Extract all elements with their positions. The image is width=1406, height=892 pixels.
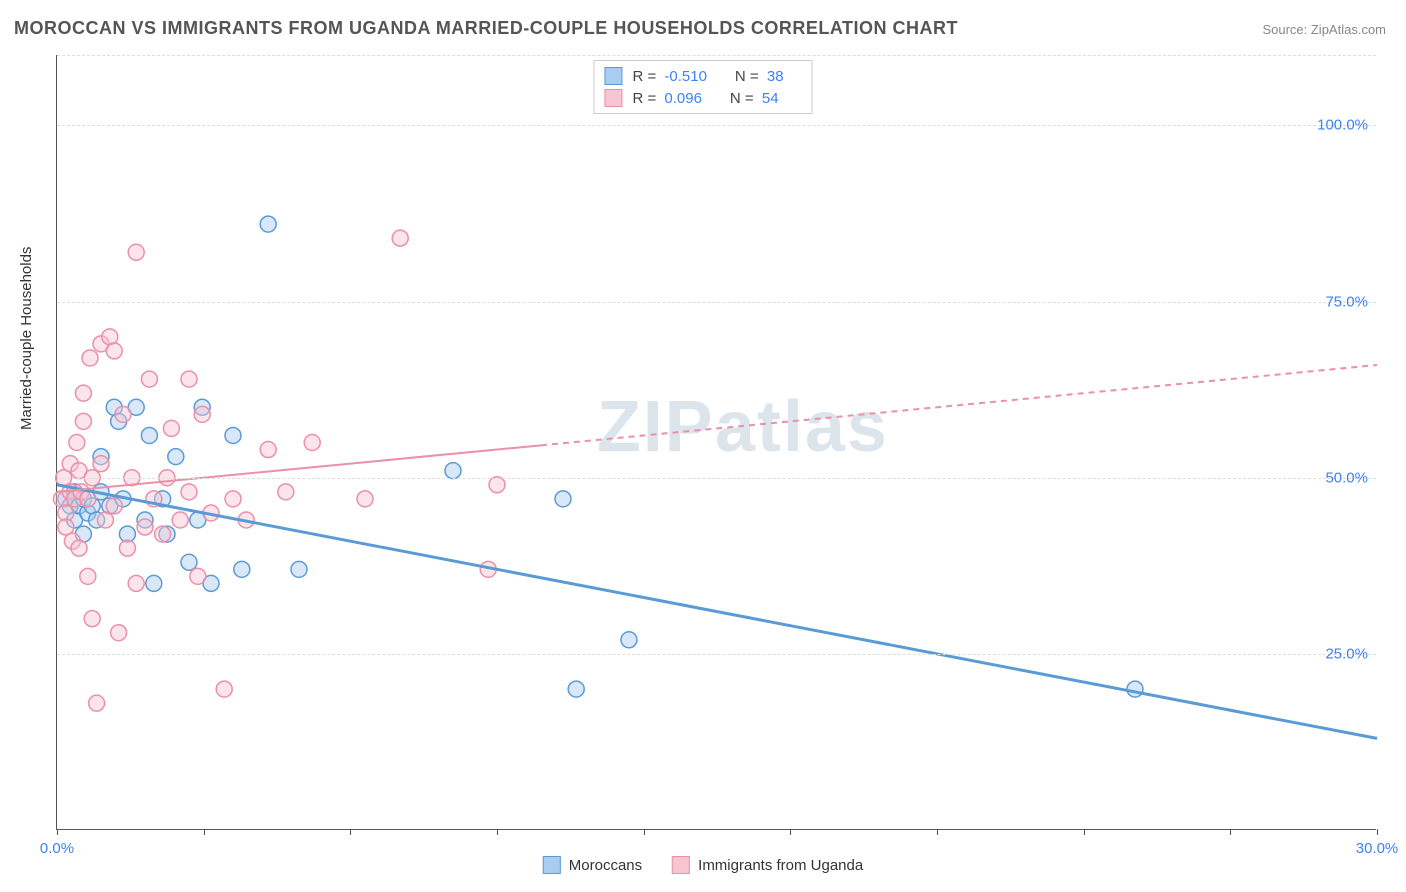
data-point [75, 413, 91, 429]
trend-line-dashed [541, 365, 1377, 445]
data-point [194, 406, 210, 422]
x-tick-label: 30.0% [1356, 840, 1399, 857]
x-tick [937, 829, 938, 835]
data-point [260, 216, 276, 232]
swatch-uganda [672, 856, 690, 874]
y-tick-label: 75.0% [1325, 293, 1368, 310]
data-point [69, 435, 85, 451]
data-point [80, 568, 96, 584]
data-point [84, 611, 100, 627]
data-point [106, 343, 122, 359]
data-point [82, 350, 98, 366]
data-point [141, 371, 157, 387]
data-point [190, 568, 206, 584]
data-point [146, 575, 162, 591]
swatch-moroccans [604, 67, 622, 85]
x-tick [1084, 829, 1085, 835]
gridline [57, 302, 1376, 303]
data-point [555, 491, 571, 507]
y-tick-label: 25.0% [1325, 645, 1368, 662]
n-label: N = [730, 90, 754, 107]
x-tick [350, 829, 351, 835]
data-point [128, 244, 144, 260]
data-point [225, 427, 241, 443]
plot-area: ZIPatlas 25.0%50.0%75.0%100.0%0.0%30.0% [56, 55, 1376, 830]
data-point [392, 230, 408, 246]
data-point [278, 484, 294, 500]
x-tick [497, 829, 498, 835]
data-point [621, 632, 637, 648]
data-point [1127, 681, 1143, 697]
r-label: R = [632, 90, 656, 107]
gridline [57, 654, 1376, 655]
n-value-uganda: 54 [762, 90, 779, 107]
x-tick-label: 0.0% [40, 840, 74, 857]
data-point [89, 695, 105, 711]
data-point [93, 456, 109, 472]
x-tick [1230, 829, 1231, 835]
data-point [234, 561, 250, 577]
scatter-svg [57, 55, 1377, 830]
data-point [155, 526, 171, 542]
data-point [304, 435, 320, 451]
data-point [445, 463, 461, 479]
data-point [71, 540, 87, 556]
trend-line [57, 445, 541, 492]
y-axis-label: Married-couple Households [18, 247, 35, 430]
data-point [119, 540, 135, 556]
x-tick [644, 829, 645, 835]
r-label: R = [632, 68, 656, 85]
x-tick [57, 829, 58, 835]
swatch-moroccans [543, 856, 561, 874]
gridline [57, 125, 1376, 126]
data-point [75, 385, 91, 401]
legend-item-uganda: Immigrants from Uganda [672, 856, 863, 874]
data-point [141, 427, 157, 443]
data-point [568, 681, 584, 697]
data-point [172, 512, 188, 528]
x-tick [790, 829, 791, 835]
x-tick [204, 829, 205, 835]
n-value-moroccans: 38 [767, 68, 784, 85]
swatch-uganda [604, 89, 622, 107]
data-point [111, 625, 127, 641]
n-label: N = [735, 68, 759, 85]
data-point [181, 554, 197, 570]
gridline [57, 55, 1376, 56]
data-point [225, 491, 241, 507]
data-point [181, 371, 197, 387]
x-tick [1377, 829, 1378, 835]
r-value-uganda: 0.096 [664, 90, 702, 107]
legend-row-uganda: R = 0.096 N = 54 [604, 87, 801, 109]
data-point [168, 449, 184, 465]
data-point [137, 519, 153, 535]
data-point [216, 681, 232, 697]
data-point [115, 406, 131, 422]
data-point [97, 512, 113, 528]
trend-line [57, 485, 1377, 739]
data-point [489, 477, 505, 493]
source-attribution: Source: ZipAtlas.com [1262, 22, 1386, 37]
data-point [260, 442, 276, 458]
legend-label-uganda: Immigrants from Uganda [698, 857, 863, 874]
data-point [128, 575, 144, 591]
data-point [357, 491, 373, 507]
legend-row-moroccans: R = -0.510 N = 38 [604, 65, 801, 87]
chart-title: MOROCCAN VS IMMIGRANTS FROM UGANDA MARRI… [14, 18, 958, 39]
correlation-legend: R = -0.510 N = 38 R = 0.096 N = 54 [593, 60, 812, 114]
data-point [163, 420, 179, 436]
data-point [181, 484, 197, 500]
data-point [291, 561, 307, 577]
legend-item-moroccans: Moroccans [543, 856, 642, 874]
series-legend: Moroccans Immigrants from Uganda [543, 856, 863, 874]
y-tick-label: 100.0% [1317, 117, 1368, 134]
y-tick-label: 50.0% [1325, 469, 1368, 486]
gridline [57, 478, 1376, 479]
r-value-moroccans: -0.510 [664, 68, 707, 85]
legend-label-moroccans: Moroccans [569, 857, 642, 874]
data-point [106, 498, 122, 514]
